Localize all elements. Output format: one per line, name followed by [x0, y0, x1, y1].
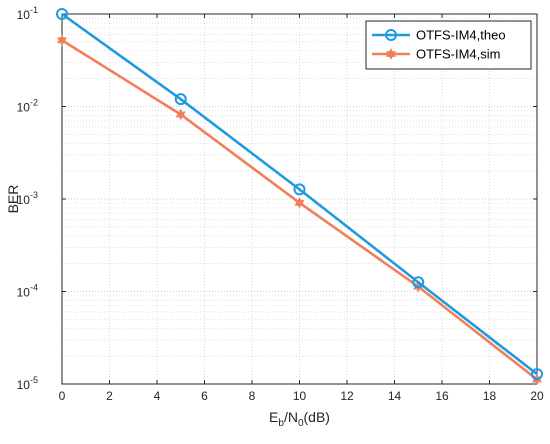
- legend-entry: OTFS-IM4,sim: [372, 47, 501, 62]
- x-tick-label: 10: [293, 389, 307, 403]
- data-point: [293, 183, 306, 196]
- series-OTFS-IM4,theo: [56, 8, 543, 381]
- data-point: [174, 93, 187, 106]
- y-tick-label: 10-4: [17, 283, 38, 300]
- x-tick-label: 0: [59, 389, 66, 403]
- data-point: [294, 196, 305, 209]
- legend-label: OTFS-IM4,theo: [416, 28, 506, 43]
- x-tick-label: 8: [249, 389, 256, 403]
- y-tick-label: 10-2: [17, 98, 38, 115]
- y-axis-label: BER: [5, 185, 21, 214]
- y-tick-label: 10-3: [17, 190, 38, 207]
- y-tick-label: 10-5: [17, 375, 38, 392]
- legend-box: [365, 20, 532, 70]
- legend-marker: [385, 29, 397, 41]
- legend-entry: OTFS-IM4,theo: [372, 28, 506, 43]
- y-tick-label: 10-1: [17, 5, 38, 22]
- legend-label: OTFS-IM4,sim: [416, 47, 501, 62]
- ticks: 0 2 4 6 8 10 12 14 16 18 20 10-5 10-4 10-3 10-2 10-1: [17, 5, 544, 403]
- x-tick-label: 16: [435, 389, 449, 403]
- data-point: [531, 368, 543, 381]
- data-point: [175, 108, 186, 121]
- legend: OTFS-IM4,theo OTFS-IM4,sim: [365, 20, 532, 70]
- data-point: [56, 34, 68, 47]
- x-tick-label: 6: [201, 389, 208, 403]
- x-tick-label: 20: [530, 389, 544, 403]
- x-tick-label: 14: [388, 389, 402, 403]
- x-tick-label: 12: [340, 389, 354, 403]
- series: [56, 8, 543, 386]
- x-axis-label: Eb/N0(dB): [269, 409, 330, 429]
- grid: [61, 14, 538, 385]
- data-point: [412, 276, 425, 289]
- data-point: [56, 8, 68, 20]
- series-line: [61, 12, 538, 376]
- legend-marker: [385, 48, 397, 60]
- x-tick-label: 4: [154, 389, 161, 403]
- x-tick-label: 2: [106, 389, 113, 403]
- x-tick-label: 18: [483, 389, 497, 403]
